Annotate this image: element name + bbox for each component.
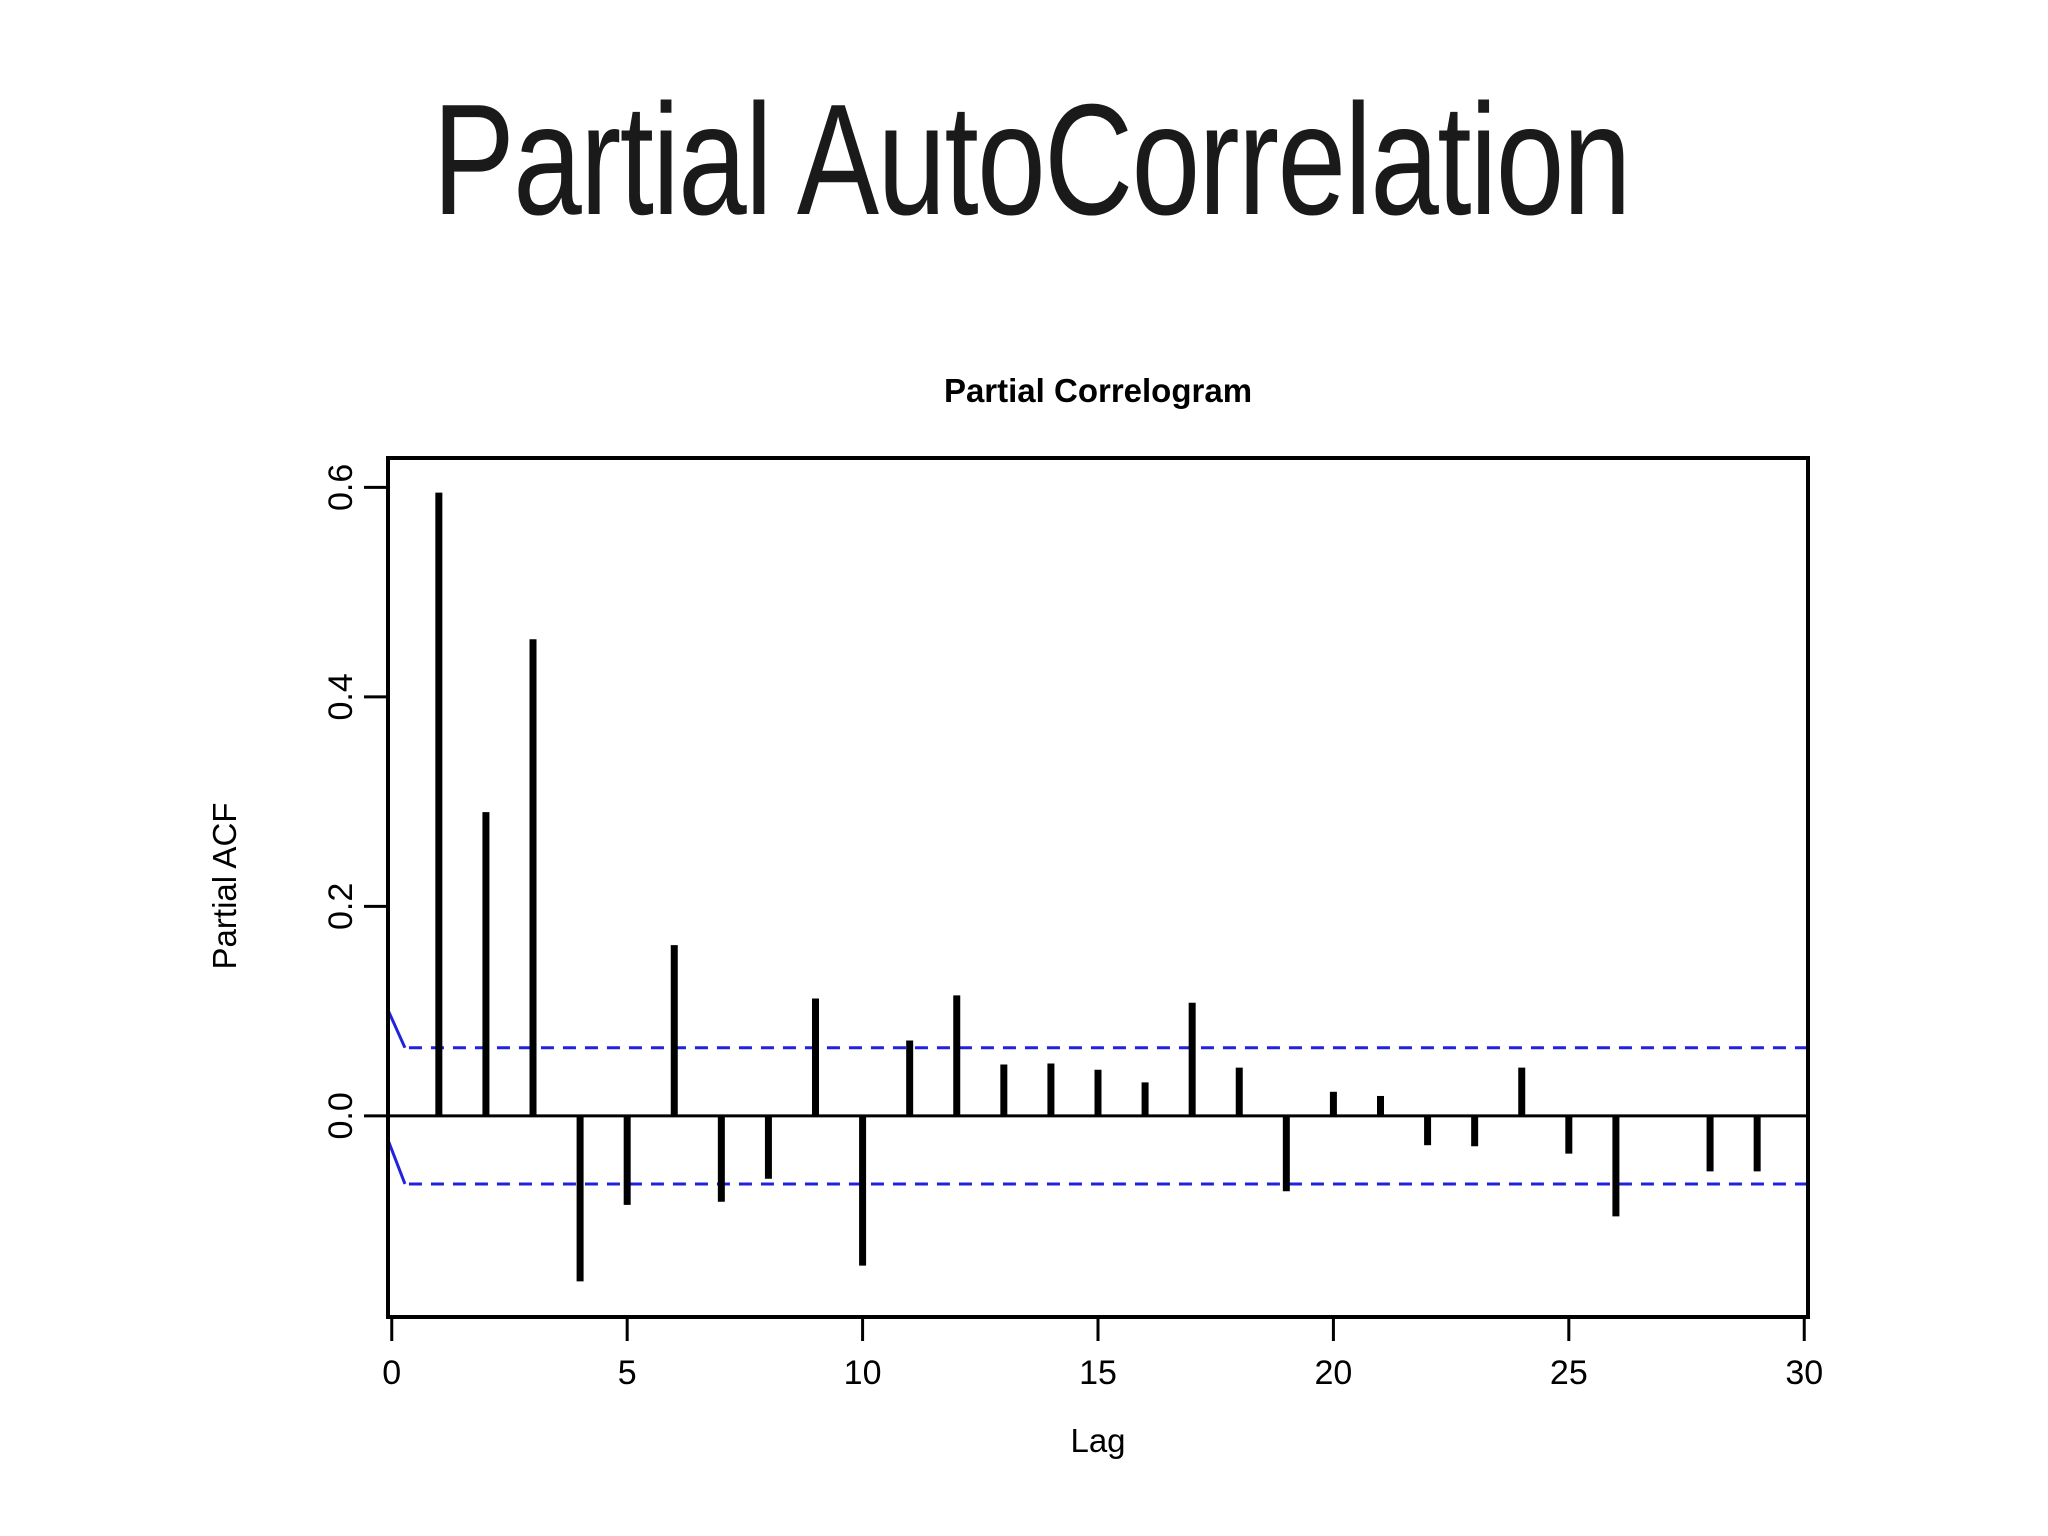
x-tick-label-10: 10 bbox=[844, 1354, 882, 1392]
x-tick-label-25: 25 bbox=[1550, 1354, 1588, 1392]
slide-title-text: Partial AutoCorrelation bbox=[432, 72, 1631, 248]
y-tick-label-0.6: 0.6 bbox=[322, 464, 360, 511]
y-tick-label-0.0: 0.0 bbox=[322, 1092, 360, 1139]
x-tick-label-5: 5 bbox=[618, 1354, 637, 1392]
chart-title: Partial Correlogram bbox=[944, 372, 1252, 409]
x-tick-label-15: 15 bbox=[1079, 1354, 1117, 1392]
slide-title: Partial AutoCorrelation bbox=[0, 72, 2048, 248]
x-tick-label-20: 20 bbox=[1314, 1354, 1352, 1392]
ci-lower-flare bbox=[386, 1139, 407, 1185]
x-tick-label-0: 0 bbox=[382, 1354, 401, 1392]
ci-upper-flare bbox=[386, 1009, 407, 1049]
y-tick-label-0.2: 0.2 bbox=[322, 883, 360, 930]
y-axis-label: Partial ACF bbox=[206, 803, 243, 970]
y-tick-label-0.4: 0.4 bbox=[322, 673, 360, 720]
x-axis-label: Lag bbox=[1070, 1422, 1125, 1459]
x-tick-label-30: 30 bbox=[1785, 1354, 1823, 1392]
plot-box bbox=[386, 456, 1810, 1319]
